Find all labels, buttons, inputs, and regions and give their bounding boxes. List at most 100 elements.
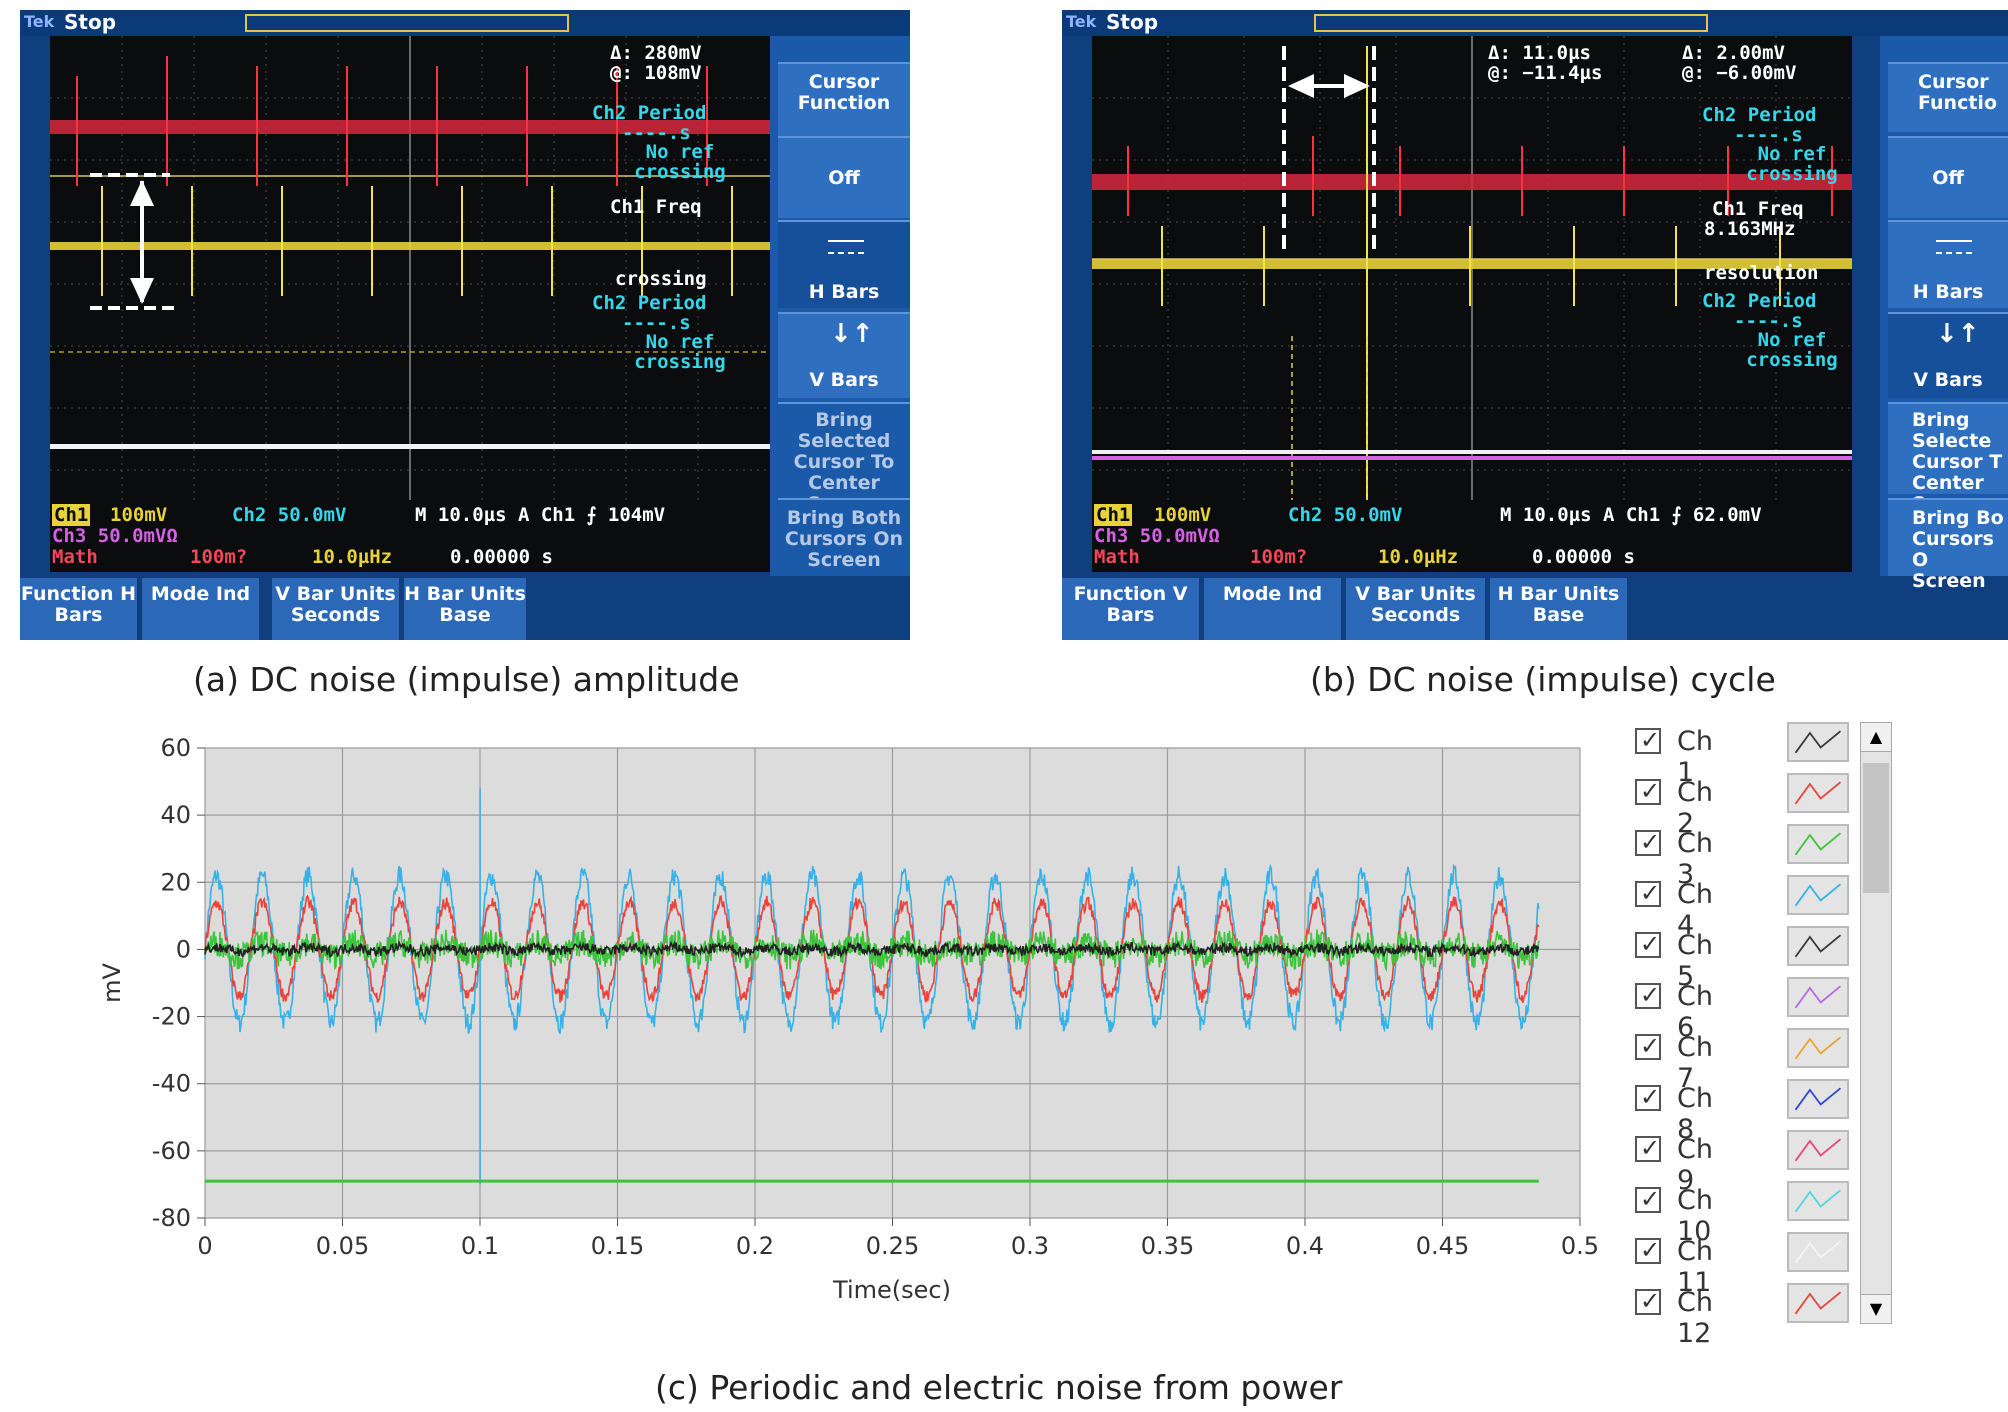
h-bar-units-button[interactable]: H Bar Units Base [404, 578, 529, 640]
ch2-scale: Ch2 50.0mV [232, 504, 347, 526]
bring-selected-cursor-button[interactable]: Bring Selecte Cursor T Center Scr [1888, 402, 2008, 515]
x-tick-label: 0.5 [1561, 1232, 1599, 1260]
line-style-swatch-icon[interactable] [1787, 773, 1849, 813]
channel-label: Ch 11 [1677, 1236, 1713, 1298]
scroll-down-icon[interactable]: ▼ [1861, 1294, 1891, 1323]
channel-label: Ch 1 [1677, 726, 1713, 788]
ch1-label: Ch1 [52, 504, 91, 526]
channel-checkbox[interactable]: ✓ [1635, 828, 1661, 856]
channel-checkbox[interactable]: ✓ [1635, 777, 1661, 805]
channel-checkbox[interactable]: ✓ [1635, 1185, 1661, 1213]
bring-selected-cursor-button[interactable]: Bring Selected Cursor To Center Screen [778, 402, 910, 515]
time-delta-readout: Δ: 11.0µs [1488, 42, 1591, 64]
v-bars-button[interactable]: ↓↑ V Bars [1888, 312, 2008, 398]
measurement-title: Ch1 Freq [1712, 198, 1804, 220]
h-bars-button[interactable]: H Bars [1888, 220, 2008, 308]
v-bars-label: V Bars [1913, 369, 1983, 391]
channel-label: Ch 4 [1677, 879, 1713, 941]
caption-a: (a) DC noise (impulse) amplitude [193, 660, 740, 699]
measurement-value: ----.s [1734, 124, 1803, 146]
channel-checkbox[interactable]: ✓ [1635, 1287, 1661, 1315]
scroll-up-icon[interactable]: ▲ [1861, 723, 1891, 752]
y-tick-label: 0 [176, 935, 191, 963]
h-bars-icon [1936, 252, 1972, 254]
line-style-swatch-icon[interactable] [1787, 824, 1849, 864]
x-tick-label: 0.45 [1416, 1232, 1469, 1260]
bring-both-cursors-button[interactable]: Bring Bo Cursors O Screen [1888, 498, 2008, 592]
status-area: Ch1 100mV Ch2 50.0mV M 10.0µs A Ch1 ⨍ 62… [1092, 500, 1852, 572]
off-button[interactable]: Off [1888, 136, 2008, 218]
channel-label: Ch 6 [1677, 981, 1713, 1043]
check-icon: ✓ [1640, 1287, 1661, 1315]
function-button[interactable]: Function V Bars [1062, 578, 1202, 640]
math-scale: 100m? [1250, 546, 1308, 568]
channel-label: Ch 8 [1677, 1083, 1713, 1145]
ch3-scale: Ch3 50.0mVΩ [1094, 525, 1220, 547]
channel-checkbox[interactable]: ✓ [1635, 1083, 1661, 1111]
check-icon: ✓ [1640, 879, 1661, 907]
bring-both-cursors-button[interactable]: Bring Both Cursors On Screen [778, 498, 910, 576]
oscilloscope-screenshot-a: Tek Stop [20, 10, 910, 640]
line-style-swatch-icon[interactable] [1787, 977, 1849, 1017]
x-tick-label: 0.4 [1286, 1232, 1324, 1260]
measurement-note: No ref crossing [1746, 329, 1838, 371]
channel-checkbox[interactable]: ✓ [1635, 981, 1661, 1009]
scope-top-bar: Tek Stop [20, 10, 910, 36]
noise-chart: 0 0.05 0.1 0.15 0.2 0.25 0.3 0.35 0.4 0.45 0.5 60 4… [98, 734, 1599, 1304]
line-style-swatch-icon[interactable] [1787, 722, 1849, 762]
h-bars-label: H Bars [808, 281, 880, 303]
channel-label: Ch 5 [1677, 930, 1713, 992]
channel-label: Ch 2 [1677, 777, 1713, 839]
channel-checkbox[interactable]: ✓ [1635, 1236, 1661, 1264]
channel-checkbox[interactable]: ✓ [1635, 879, 1661, 907]
math-frequency: 10.0µHz [1378, 546, 1459, 568]
check-icon: ✓ [1640, 828, 1661, 856]
function-button[interactable]: Function H Bars [20, 578, 140, 640]
channel-checkbox[interactable]: ✓ [1635, 726, 1661, 754]
cursor-delta-readout: Δ: 280mV [610, 42, 702, 64]
record-length-bar [245, 14, 569, 32]
v-bars-button[interactable]: ↓↑ V Bars [778, 312, 910, 398]
acquisition-status: Stop [64, 10, 117, 34]
acquisition-status: Stop [1106, 10, 1159, 34]
v-bar-units-button[interactable]: V Bar Units Seconds [272, 578, 402, 640]
h-bars-label: H Bars [1912, 281, 1984, 303]
line-style-swatch-icon[interactable] [1787, 1130, 1849, 1170]
h-bars-button[interactable]: H Bars [778, 220, 910, 308]
cursor-function-button[interactable]: Cursor Functio [1888, 62, 2008, 132]
off-button[interactable]: Off [778, 136, 910, 218]
line-style-swatch-icon[interactable] [1787, 1181, 1849, 1221]
trigger-position: 0.00000 s [450, 546, 553, 568]
channel-checkbox[interactable]: ✓ [1635, 1032, 1661, 1060]
measurement-title: Ch2 Period [1702, 104, 1817, 126]
voltage-position-readout: @: −6.00mV [1682, 62, 1797, 84]
ch2-scale: Ch2 50.0mV [1288, 504, 1403, 526]
x-tick-label: 0.15 [591, 1232, 644, 1260]
line-style-swatch-icon[interactable] [1787, 1079, 1849, 1119]
channel-checkbox[interactable]: ✓ [1635, 1134, 1661, 1162]
h-bar-units-button[interactable]: H Bar Units Base [1490, 578, 1630, 640]
measurement-note: No ref crossing [1746, 143, 1838, 185]
line-style-swatch-icon[interactable] [1787, 1232, 1849, 1272]
mode-button[interactable]: Mode Ind [142, 578, 262, 640]
x-tick-label: 0.25 [866, 1232, 919, 1260]
line-style-swatch-icon[interactable] [1787, 1028, 1849, 1068]
line-style-swatch-icon[interactable] [1787, 1283, 1849, 1323]
measurement-value: ----.s [622, 122, 691, 144]
x-tick-label: 0.05 [316, 1232, 369, 1260]
legend-scrollbar[interactable]: ▲ ▼ [1860, 722, 1892, 1324]
line-style-swatch-icon[interactable] [1787, 926, 1849, 966]
cursor-function-button[interactable]: Cursor Function [778, 62, 910, 142]
time-position-readout: @: −11.4µs [1488, 62, 1603, 84]
channel-checkbox[interactable]: ✓ [1635, 930, 1661, 958]
trigger-position: 0.00000 s [1532, 546, 1635, 568]
scope-top-bar: Tek Stop [1062, 10, 2008, 36]
scrollbar-thumb[interactable] [1863, 763, 1889, 893]
oscilloscope-screenshot-b: Tek Stop [1062, 10, 2008, 640]
scope-display-b [1092, 36, 1852, 534]
y-tick-label: -40 [152, 1070, 191, 1098]
mode-button[interactable]: Mode Ind [1204, 578, 1344, 640]
h-bars-icon [828, 252, 864, 254]
v-bar-units-button[interactable]: V Bar Units Seconds [1346, 578, 1488, 640]
line-style-swatch-icon[interactable] [1787, 875, 1849, 915]
